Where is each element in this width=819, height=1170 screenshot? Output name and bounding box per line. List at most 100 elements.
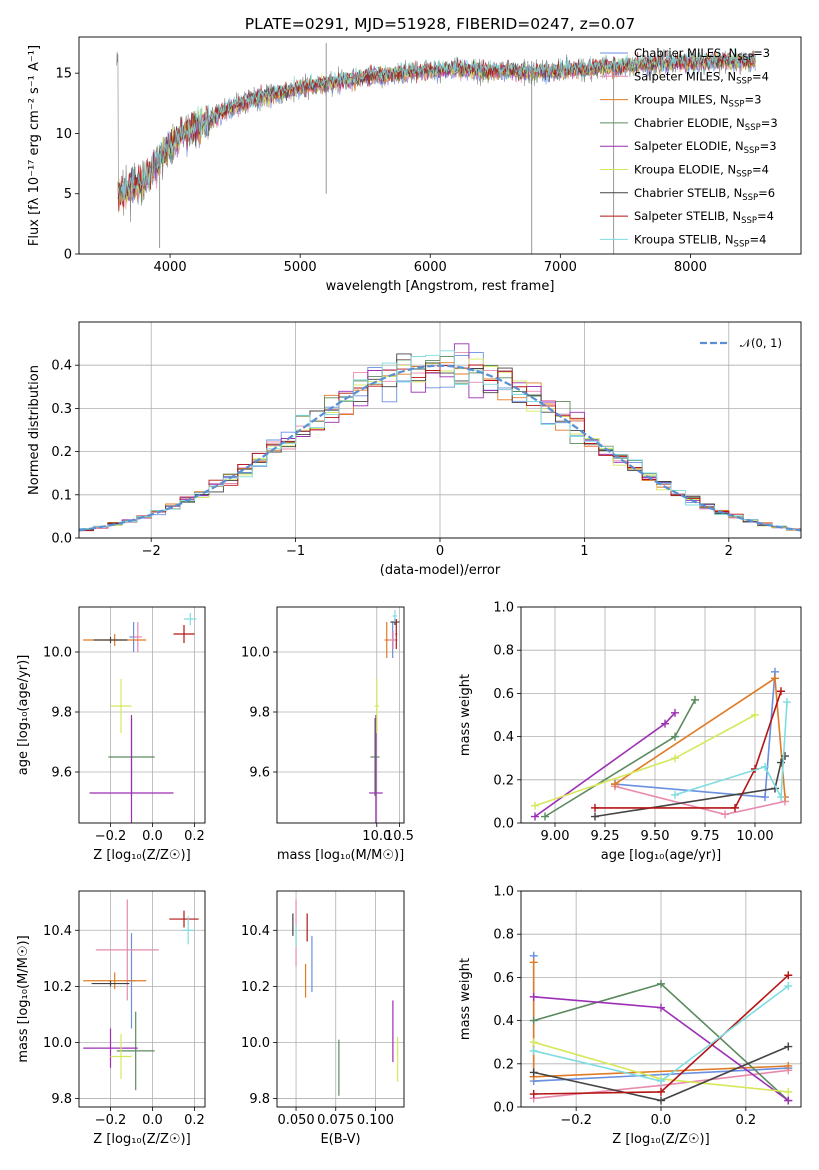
axes-frame bbox=[276, 606, 405, 824]
y-tick-label: 10.0 bbox=[43, 1036, 72, 1051]
plot-area-mass_vs_ebv bbox=[292, 899, 399, 1096]
weight-marker-salpeter_elodie bbox=[657, 1003, 665, 1012]
panel-residuals: −2 −1 0 1 2 0.0 0.1 0.2 0.3 0.4 (data-model)/error… bbox=[27, 321, 802, 578]
legend-label-kroupa_miles: Kroupa MILES, NSSP=3 bbox=[634, 93, 761, 110]
y-tick-label: 0.1 bbox=[51, 488, 72, 503]
y-axis-label: mass [log₁₀(M/M☉)] bbox=[16, 935, 31, 1062]
x-tick-label: 5000 bbox=[284, 260, 317, 275]
weight-marker-salpeter_stelib bbox=[657, 1087, 665, 1096]
x-tick-label: −2 bbox=[142, 544, 161, 559]
weight-marker-salpeter_elodie bbox=[529, 992, 538, 1001]
legend-subscript: SSP bbox=[736, 170, 752, 180]
y-tick-label: 10.0 bbox=[241, 646, 270, 661]
weight-marker-kroupa_stelib bbox=[671, 790, 679, 799]
weight-marker-salpeter_elodie bbox=[671, 708, 679, 717]
x-tick-label: 10.5 bbox=[385, 829, 414, 844]
x-tick-label: 0.100 bbox=[357, 1113, 394, 1128]
weight-marker-kroupa_elodie bbox=[751, 711, 759, 719]
x-tick-label: 0.0 bbox=[142, 829, 163, 844]
x-tick-label: −0.2 bbox=[95, 829, 127, 844]
x-axis-label: Z [log₁₀(Z/Z☉)] bbox=[93, 1132, 190, 1147]
weight-marker-kroupa_elodie bbox=[531, 801, 539, 810]
x-tick-label: 0.075 bbox=[317, 1113, 354, 1128]
legend-subscript: SSP bbox=[741, 216, 757, 226]
y-tick-label: 9.8 bbox=[51, 706, 72, 721]
y-axis-label: Flux [fλ 10⁻¹⁷ erg cm⁻² s⁻¹ A⁻¹] bbox=[27, 45, 42, 246]
y-tick-label: 9.8 bbox=[249, 1092, 270, 1107]
plot-area-weight_vs_Z bbox=[529, 951, 793, 1105]
x-tick-label: 1 bbox=[580, 544, 588, 559]
x-tick-label: 9.75 bbox=[691, 829, 720, 844]
x-tick-label: −0.2 bbox=[95, 1113, 127, 1128]
weight-marker-kroupa_elodie bbox=[529, 1038, 538, 1047]
legend-value: =4 bbox=[749, 232, 766, 246]
y-tick-label: 0.2 bbox=[493, 773, 514, 788]
weight-marker-kroupa_stelib bbox=[784, 982, 793, 991]
x-tick-label: 8000 bbox=[674, 260, 707, 275]
weight-marker-kroupa_miles bbox=[529, 958, 538, 967]
legend-subscript: SSP bbox=[744, 146, 760, 156]
x-axis-label: mass [log₁₀(M/M☉)] bbox=[277, 848, 404, 863]
weight-marker-salpeter_elodie bbox=[531, 812, 539, 821]
y-tick-label: 0.8 bbox=[493, 644, 514, 659]
y-axis-label: mass weight bbox=[458, 674, 473, 756]
weight-line-kroupa_stelib bbox=[674, 701, 788, 800]
weight-marker-chabrier_elodie bbox=[691, 695, 699, 704]
axes-frame bbox=[78, 890, 206, 1108]
legend-value: =6 bbox=[758, 186, 775, 200]
y-tick-label: 9.6 bbox=[249, 766, 270, 781]
x-axis-label: wavelength [Angstrom, rest frame] bbox=[326, 279, 555, 294]
weight-marker-salpeter_stelib bbox=[731, 803, 739, 812]
legend-label-normal: 𝒩(0, 1) bbox=[740, 336, 782, 350]
x-tick-label: 0.2 bbox=[184, 829, 205, 844]
legend-subscript: SSP bbox=[736, 76, 752, 86]
x-tick-label: 10.0 bbox=[362, 829, 391, 844]
legend-value: =4 bbox=[752, 163, 769, 177]
axes-frame bbox=[78, 36, 802, 255]
x-axis-label: E(B-V) bbox=[320, 1132, 360, 1147]
y-tick-label: 0.6 bbox=[493, 971, 514, 986]
plot-area-weight_vs_age bbox=[531, 667, 791, 821]
axes-frame bbox=[520, 890, 802, 1108]
y-tick-label: 10.4 bbox=[241, 924, 270, 939]
weight-marker-salpeter_stelib bbox=[784, 971, 793, 980]
y-axis-label: mass weight bbox=[458, 958, 473, 1040]
figure-title: PLATE=0291, MJD=51928, FIBERID=0247, z=0… bbox=[245, 15, 635, 33]
x-tick-label: 0.050 bbox=[277, 1113, 314, 1128]
y-tick-label: 10.4 bbox=[43, 924, 72, 939]
weight-marker-kroupa_stelib bbox=[529, 1046, 538, 1055]
plot-area-spectrum bbox=[116, 43, 756, 254]
x-tick-label: −0.2 bbox=[560, 1113, 592, 1128]
weight-line-salpeter_stelib bbox=[595, 690, 782, 809]
legend-label-chabrier_stelib: Chabrier STELIB, NSSP=6 bbox=[634, 186, 775, 203]
y-tick-label: 10.0 bbox=[43, 646, 72, 661]
panel-mass_vs_ebv: 0.050 0.075 0.100 9.8 10.0 10.2 10.4 E(B-V) bbox=[241, 890, 405, 1147]
legend-subscript: SSP bbox=[737, 53, 753, 63]
legend-value: =3 bbox=[744, 93, 761, 107]
y-tick-label: 0.0 bbox=[51, 532, 72, 547]
weight-marker-kroupa_stelib bbox=[657, 1077, 665, 1086]
y-tick-label: 0.4 bbox=[493, 730, 514, 745]
x-tick-label: 2 bbox=[725, 544, 733, 559]
legend-subscript: SSP bbox=[734, 239, 750, 249]
weight-marker-chabrier_stelib bbox=[529, 1068, 538, 1077]
weight-marker-kroupa_stelib bbox=[783, 698, 791, 707]
legend-subscript: SSP bbox=[729, 100, 745, 110]
y-tick-label: 5 bbox=[64, 187, 72, 202]
y-tick-label: 0.8 bbox=[493, 928, 514, 943]
y-tick-label: 0 bbox=[64, 248, 72, 263]
y-tick-label: 1.0 bbox=[493, 601, 514, 616]
y-tick-label: 0.3 bbox=[51, 402, 72, 417]
x-axis-label: Z [log₁₀(Z/Z☉)] bbox=[93, 848, 190, 863]
y-tick-label: 10.2 bbox=[43, 980, 72, 995]
weight-marker-kroupa_stelib bbox=[777, 793, 785, 802]
y-tick-label: 0.6 bbox=[493, 687, 514, 702]
y-tick-label: 9.8 bbox=[249, 706, 270, 721]
weight-marker-chabrier_miles bbox=[761, 793, 769, 802]
weight-marker-chabrier_stelib bbox=[657, 1096, 665, 1105]
legend-label-chabrier_miles: Chabrier MILES, NSSP=3 bbox=[634, 46, 770, 63]
legend-value: =4 bbox=[752, 69, 769, 83]
